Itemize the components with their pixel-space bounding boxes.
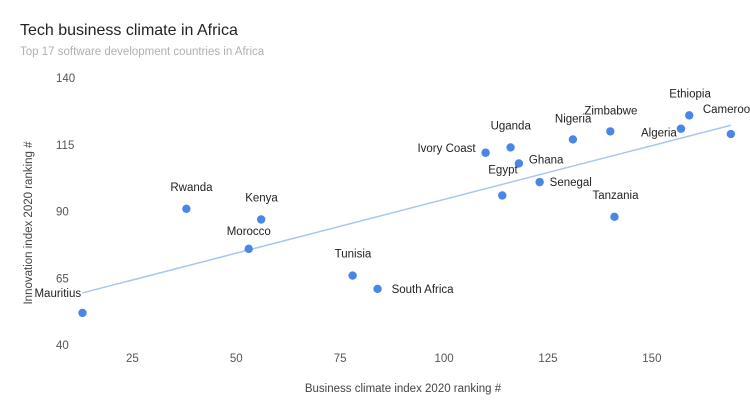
data-point [610,212,619,222]
point-label: Mauritius [34,288,81,300]
points-layer [78,111,736,318]
point-label: Ghana [529,154,564,166]
data-point [506,143,515,152]
x-tick-label: 100 [434,353,453,365]
point-label: Morocco [227,226,271,238]
data-point [78,308,87,318]
data-point [348,271,357,280]
data-point [182,204,191,214]
point-label: Nigeria [555,113,592,125]
data-point [685,111,694,120]
point-label: Zimbabwe [584,105,637,117]
x-tick-label: 150 [642,353,661,365]
point-label: Rwanda [170,182,213,194]
point-label: Egypt [488,164,518,176]
y-tick-label: 65 [56,273,69,285]
point-label: Cameroon [703,104,750,116]
data-point [256,215,266,224]
point-label: Tanzania [592,190,639,202]
x-tick-label: 125 [538,353,557,365]
data-point [481,148,490,157]
data-point [676,124,686,133]
y-axis-ticks: 40 65 90 115 140 [56,73,75,352]
point-label: South Africa [392,284,455,296]
point-label: Ivory Coast [417,143,476,155]
data-point [568,135,578,144]
data-point [535,177,544,187]
point-label: Uganda [491,120,532,132]
point-label: Tunisia [335,249,372,261]
y-tick-label: 115 [56,140,74,152]
data-point [373,284,382,294]
data-point [244,244,253,254]
x-tick-label: 25 [126,353,139,365]
chart-title: Tech business climate in Africa [20,22,238,39]
data-point [726,129,736,139]
point-label: Senegal [550,177,592,189]
data-point [514,159,524,168]
x-axis-label: Business climate index 2020 ranking # [305,383,502,395]
trendline [82,124,732,294]
y-tick-label: 90 [56,207,69,219]
y-axis-label: Innovation index 2020 ranking # [23,141,35,305]
chart-subtitle: Top 17 software development countries in… [20,46,265,58]
point-labels-layer: Mauritius Rwanda Morocco Kenya Tunisia South … [34,88,750,300]
data-point [498,191,507,200]
point-label: Kenya [245,193,278,205]
trendline-layer [82,124,732,294]
y-tick-label: 40 [56,340,69,352]
point-label: Algeria [641,128,677,140]
data-point [606,127,615,136]
y-tick-label: 140 [56,73,75,85]
point-label: Ethiopia [669,88,711,100]
x-tick-label: 75 [334,353,347,365]
x-tick-label: 50 [230,353,243,365]
x-axis-ticks: 25 50 75 100 125 150 [126,353,662,365]
